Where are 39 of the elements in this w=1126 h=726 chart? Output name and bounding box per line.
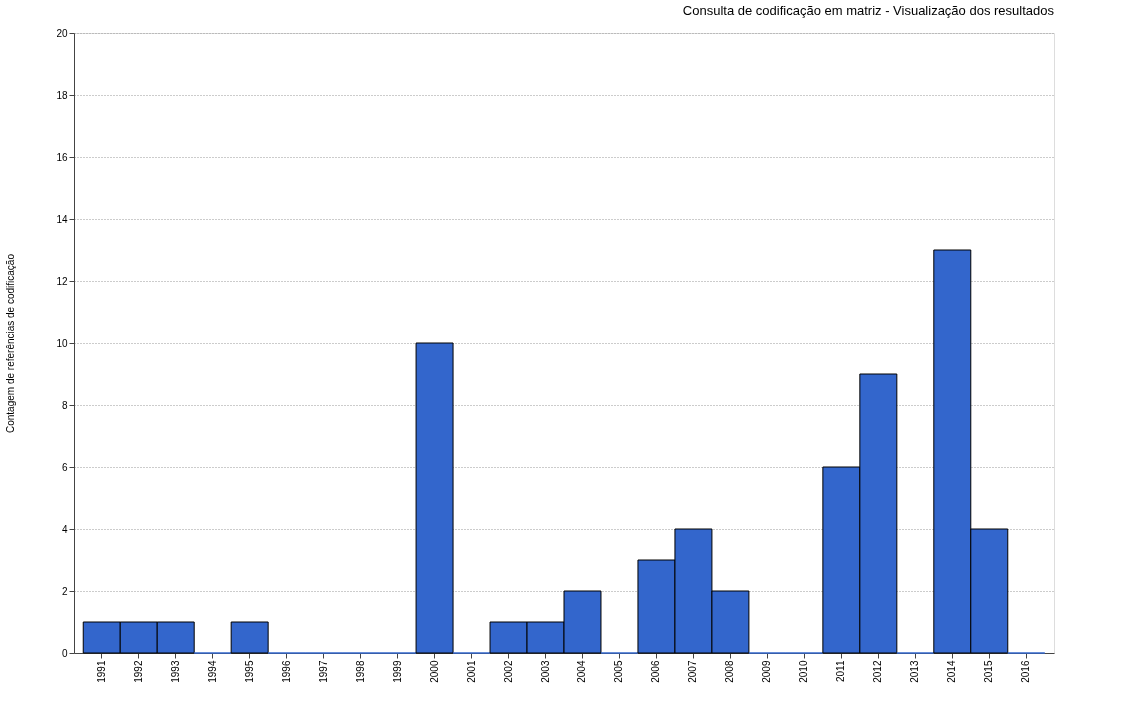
y-tick-label: 16 — [56, 151, 68, 163]
y-tick-label: 20 — [56, 27, 68, 39]
x-tick-label: 1998 — [354, 660, 366, 683]
x-tick-label: 2002 — [502, 660, 514, 683]
x-tick-label: 1991 — [95, 660, 107, 683]
x-tick-label: 2000 — [428, 660, 440, 683]
x-tick-label: 1997 — [317, 660, 329, 683]
x-tick-label: 2001 — [465, 660, 477, 683]
x-tick-label: 2003 — [539, 660, 551, 683]
y-axis-title: Contagem de referências de codificação — [5, 253, 17, 433]
x-tick-label: 2012 — [872, 660, 884, 683]
x-tick-label: 2006 — [650, 660, 662, 683]
x-tick-label: 1993 — [169, 660, 181, 683]
x-tick-label: 2016 — [1020, 660, 1032, 683]
x-tick-label: 2014 — [946, 660, 958, 683]
y-tick-label: 18 — [56, 89, 68, 101]
y-tick-label: 4 — [61, 523, 68, 535]
x-tick-label: 2008 — [724, 660, 736, 683]
y-tick-label: 10 — [56, 337, 68, 349]
x-tick-label: 1994 — [206, 660, 218, 683]
y-tick-label: 12 — [56, 275, 68, 287]
x-tick-label: 2010 — [798, 660, 810, 683]
x-tick-label: 1992 — [132, 660, 144, 683]
y-tick-label: 2 — [61, 585, 68, 597]
y-tick-label: 8 — [61, 399, 68, 411]
y-tick-label: 0 — [61, 647, 68, 659]
x-tick-label: 2004 — [576, 660, 588, 683]
x-tick-label: 1999 — [391, 660, 403, 683]
y-tick-label: 14 — [56, 213, 68, 225]
x-tick-label: 2005 — [613, 660, 625, 683]
y-tick-label: 6 — [61, 461, 68, 473]
x-tick-label: 2015 — [983, 660, 995, 683]
x-tick-label: 2013 — [909, 660, 921, 683]
x-tick-label: 1996 — [280, 660, 292, 683]
x-tick-label: 2011 — [835, 660, 847, 683]
x-tick-label: 1995 — [243, 660, 255, 683]
chart-title: Consulta de codificação em matriz - Visualização dos resultados — [682, 3, 1055, 18]
x-tick-label: 2007 — [687, 660, 699, 683]
x-tick-label: 2009 — [761, 660, 773, 683]
